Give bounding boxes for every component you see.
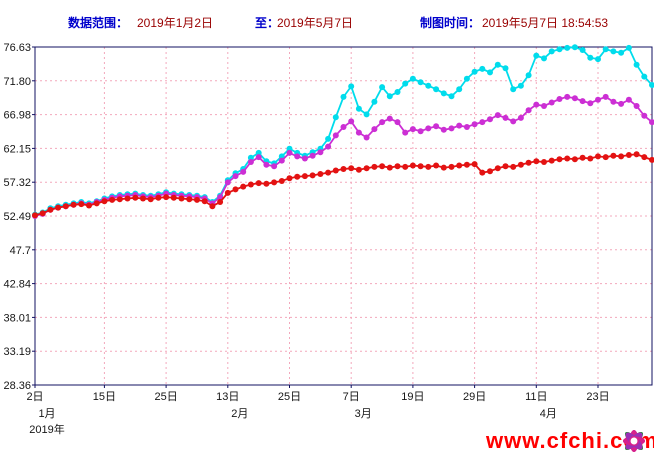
- x-axis-labels: 2日 15日 25日 13日 25日 7日 19日 29日 11日 23日: [26, 391, 609, 403]
- svg-text:25日: 25日: [154, 391, 177, 403]
- svg-text:66.98: 66.98: [3, 110, 31, 122]
- svg-text:3月: 3月: [355, 408, 372, 420]
- series-cyan: [32, 44, 654, 218]
- svg-text:38.01: 38.01: [3, 312, 31, 324]
- svg-text:2月: 2月: [231, 408, 248, 420]
- data-range-start: 2019年1月2日: [137, 16, 214, 30]
- svg-text:47.7: 47.7: [10, 245, 31, 257]
- y-axis-labels: 76.63 71.80 66.98 62.15 57.32 52.49 47.7 42.84 3…: [3, 42, 31, 392]
- series-red: [32, 151, 654, 219]
- plot-time-value: 2019年5月7日 18:54:53: [482, 16, 609, 30]
- svg-text:76.63: 76.63: [3, 42, 31, 54]
- svg-text:2日: 2日: [26, 391, 43, 403]
- cfchi-flower-logo-icon: [623, 430, 645, 452]
- svg-text:7日: 7日: [343, 391, 360, 403]
- svg-text:42.84: 42.84: [3, 279, 31, 291]
- svg-text:15日: 15日: [93, 391, 116, 403]
- data-range-end: 2019年5月7日: [277, 16, 354, 30]
- axis-ticks: [32, 46, 599, 388]
- svg-text:25日: 25日: [278, 391, 301, 403]
- svg-text:33.19: 33.19: [3, 346, 31, 358]
- to-label: 至：: [255, 16, 280, 30]
- year-label: 2019年: [29, 422, 64, 436]
- svg-text:62.15: 62.15: [3, 143, 31, 155]
- month-labels: 1月 2月 3月 4月: [38, 408, 556, 420]
- svg-text:4月: 4月: [540, 408, 557, 420]
- svg-text:71.80: 71.80: [3, 76, 31, 88]
- svg-text:23日: 23日: [586, 391, 609, 403]
- svg-text:19日: 19日: [401, 391, 424, 403]
- svg-text:1月: 1月: [38, 408, 55, 420]
- svg-text:28.36: 28.36: [3, 380, 31, 392]
- svg-text:11日: 11日: [525, 391, 547, 403]
- svg-text:57.32: 57.32: [3, 177, 31, 189]
- plot-time-label: 制图时间：: [420, 16, 481, 30]
- svg-text:13日: 13日: [216, 391, 239, 403]
- data-range-label: 数据范围：: [68, 16, 129, 30]
- svg-text:52.49: 52.49: [3, 211, 31, 223]
- svg-text:29日: 29日: [463, 391, 486, 403]
